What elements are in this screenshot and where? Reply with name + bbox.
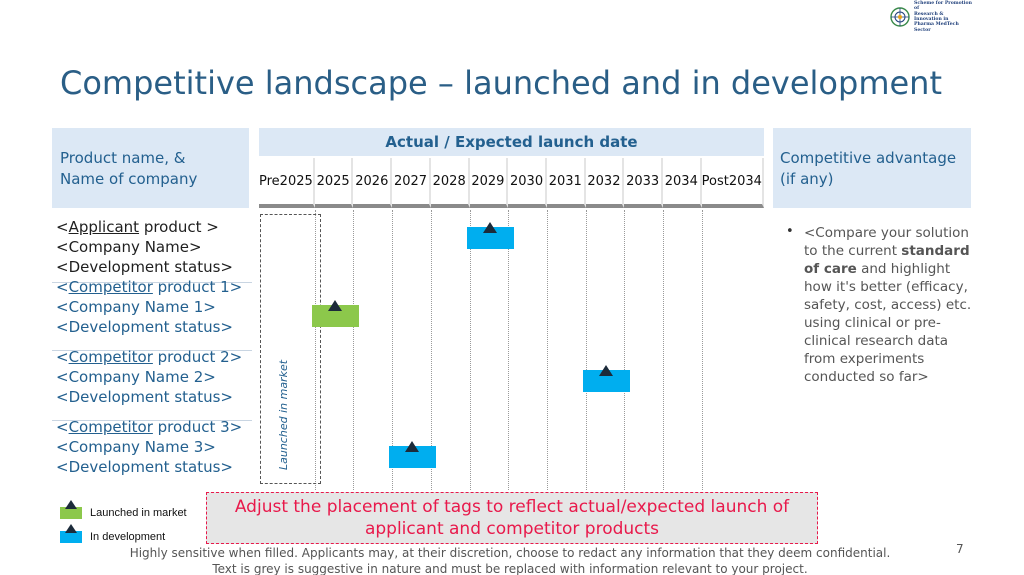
product-link[interactable]: Competitor xyxy=(68,278,153,296)
year-header-pre-2025: Pre 2025 xyxy=(259,158,315,208)
placement-note-text: Adjust the placement of tags to reflect … xyxy=(234,497,790,539)
product-name-header-label: Product name, & Name of company xyxy=(60,149,198,188)
company-name: <Company Name 2> xyxy=(56,368,216,386)
product-name: <Competitor product 3> xyxy=(56,418,243,436)
product-name: <Applicant product > xyxy=(56,218,219,236)
launch-date-header-label: Actual / Expected launch date xyxy=(385,133,638,151)
legend-development-label: In development xyxy=(90,531,166,543)
footer-line-2: Text is grey is suggestive in nature and… xyxy=(212,562,808,575)
legend-launched-label: Launched in market xyxy=(90,507,187,519)
year-header-text: Pre xyxy=(259,173,280,189)
year-header-post-2034: Post 2034 xyxy=(701,158,764,208)
column-gridline xyxy=(547,210,548,490)
year-header-2032: 2032 xyxy=(585,158,625,208)
pre-2025-launched-box xyxy=(260,214,321,484)
launch-marker-triangle-icon xyxy=(404,441,419,452)
year-header-2034: 2034 xyxy=(662,158,702,208)
logo-text: Scheme for Promotion of Research & Innov… xyxy=(914,1,972,33)
product-competitor-1: <Competitor product 1> <Company Name 1> … xyxy=(56,277,254,337)
row-divider xyxy=(52,282,252,283)
logo-line-1: Scheme for Promotion of xyxy=(914,0,972,12)
development-status: <Development status> xyxy=(56,258,233,276)
competitive-advantage-header: Competitive advantage (if any) xyxy=(773,128,971,208)
row-divider xyxy=(52,420,252,421)
product-name-header: Product name, & Name of company xyxy=(52,128,249,208)
year-header-2031: 2031 xyxy=(546,158,586,208)
year-header-2029: 2029 xyxy=(469,158,509,208)
year-header-text: 2025 xyxy=(316,173,350,189)
company-name: <Company Name 1> xyxy=(56,298,216,316)
column-gridline xyxy=(431,210,432,490)
column-gridline xyxy=(315,210,316,490)
year-columns: Pre 2025 2025 2026 2027 2028 2029 2030 2031 2032 2… xyxy=(259,158,764,208)
year-header-2025: 2025 xyxy=(314,158,354,208)
development-status: <Development status> xyxy=(56,388,233,406)
competitive-advantage-text: <Compare your solution to the current st… xyxy=(804,225,972,385)
column-gridline xyxy=(353,210,354,490)
company-name: <Company Name> xyxy=(56,238,202,256)
year-header-2027: 2027 xyxy=(392,158,431,208)
product-name: <Competitor product 2> xyxy=(56,348,243,366)
column-gridline xyxy=(508,210,509,490)
legend-development-swatch xyxy=(60,531,82,543)
year-header-text: 2026 xyxy=(355,173,389,189)
column-gridline xyxy=(586,210,587,490)
year-header-text: 2032 xyxy=(587,173,621,189)
product-link[interactable]: Applicant xyxy=(68,218,140,236)
year-header-text: 2033 xyxy=(626,173,660,189)
footer-line-1: Highly sensitive when filled. Applicants… xyxy=(129,546,891,560)
page-number: 7 xyxy=(956,542,964,556)
page-title: Competitive landscape – launched and in … xyxy=(60,64,942,102)
year-header-text: 2025 xyxy=(279,173,313,189)
placement-note: Adjust the placement of tags to reflect … xyxy=(206,492,818,544)
year-header-2033: 2033 xyxy=(624,158,663,208)
year-header-2028: 2028 xyxy=(430,158,470,208)
launched-tag-bar[interactable] xyxy=(311,305,359,327)
legend-launched-triangle-icon xyxy=(65,500,77,509)
development-tag-bar[interactable] xyxy=(388,446,436,468)
year-header-text: Post xyxy=(701,173,729,189)
company-name: <Company Name 3> xyxy=(56,438,216,456)
legend-launched-swatch xyxy=(60,507,82,519)
advantage-bullet: • xyxy=(786,224,794,239)
column-gridline xyxy=(470,210,471,490)
footer-disclaimer: Highly sensitive when filled. Applicants… xyxy=(120,545,900,575)
product-applicant: <Applicant product > <Company Name> <Dev… xyxy=(56,217,254,277)
column-gridline xyxy=(702,210,703,490)
row-divider xyxy=(52,350,252,351)
development-status: <Development status> xyxy=(56,318,233,336)
legend-development-triangle-icon xyxy=(65,524,77,533)
development-tag-bar[interactable] xyxy=(466,227,514,249)
year-header-text: 2031 xyxy=(548,173,582,189)
scheme-logo: Scheme for Promotion of Research & Innov… xyxy=(888,1,974,33)
column-gridline xyxy=(624,210,625,490)
product-competitor-2: <Competitor product 2> <Company Name 2> … xyxy=(56,347,254,407)
launched-in-market-label: Launched in market xyxy=(277,359,290,470)
logo-line-3: Pharma MedTech Sector xyxy=(914,22,959,33)
product-competitor-3: <Competitor product 3> <Company Name 3> … xyxy=(56,417,254,477)
year-header-2030: 2030 xyxy=(508,158,547,208)
year-header-text: 2027 xyxy=(393,173,428,189)
year-header-text: 2028 xyxy=(432,173,466,189)
competitive-advantage-header-label: Competitive advantage (if any) xyxy=(780,149,957,188)
development-tag-bar[interactable] xyxy=(582,370,630,392)
column-gridline xyxy=(663,210,664,490)
globe-logo-icon xyxy=(890,7,910,27)
year-header-text: 2034 xyxy=(664,173,698,189)
year-header-2026: 2026 xyxy=(353,158,393,208)
logo-line-2: Research & Innovation in xyxy=(914,11,949,22)
launch-marker-triangle-icon xyxy=(327,300,342,311)
launch-marker-triangle-icon xyxy=(482,222,497,233)
product-link[interactable]: Competitor xyxy=(68,348,153,366)
launch-date-header: Actual / Expected launch date xyxy=(259,128,764,156)
year-header-text: 2034 xyxy=(728,173,762,189)
product-link[interactable]: Competitor xyxy=(68,418,153,436)
year-header-text: 2029 xyxy=(471,173,505,189)
year-header-text: 2030 xyxy=(510,173,544,189)
column-gridline xyxy=(392,210,393,490)
product-name: <Competitor product 1> xyxy=(56,278,243,296)
development-status: <Development status> xyxy=(56,458,233,476)
launch-marker-triangle-icon xyxy=(598,365,613,376)
